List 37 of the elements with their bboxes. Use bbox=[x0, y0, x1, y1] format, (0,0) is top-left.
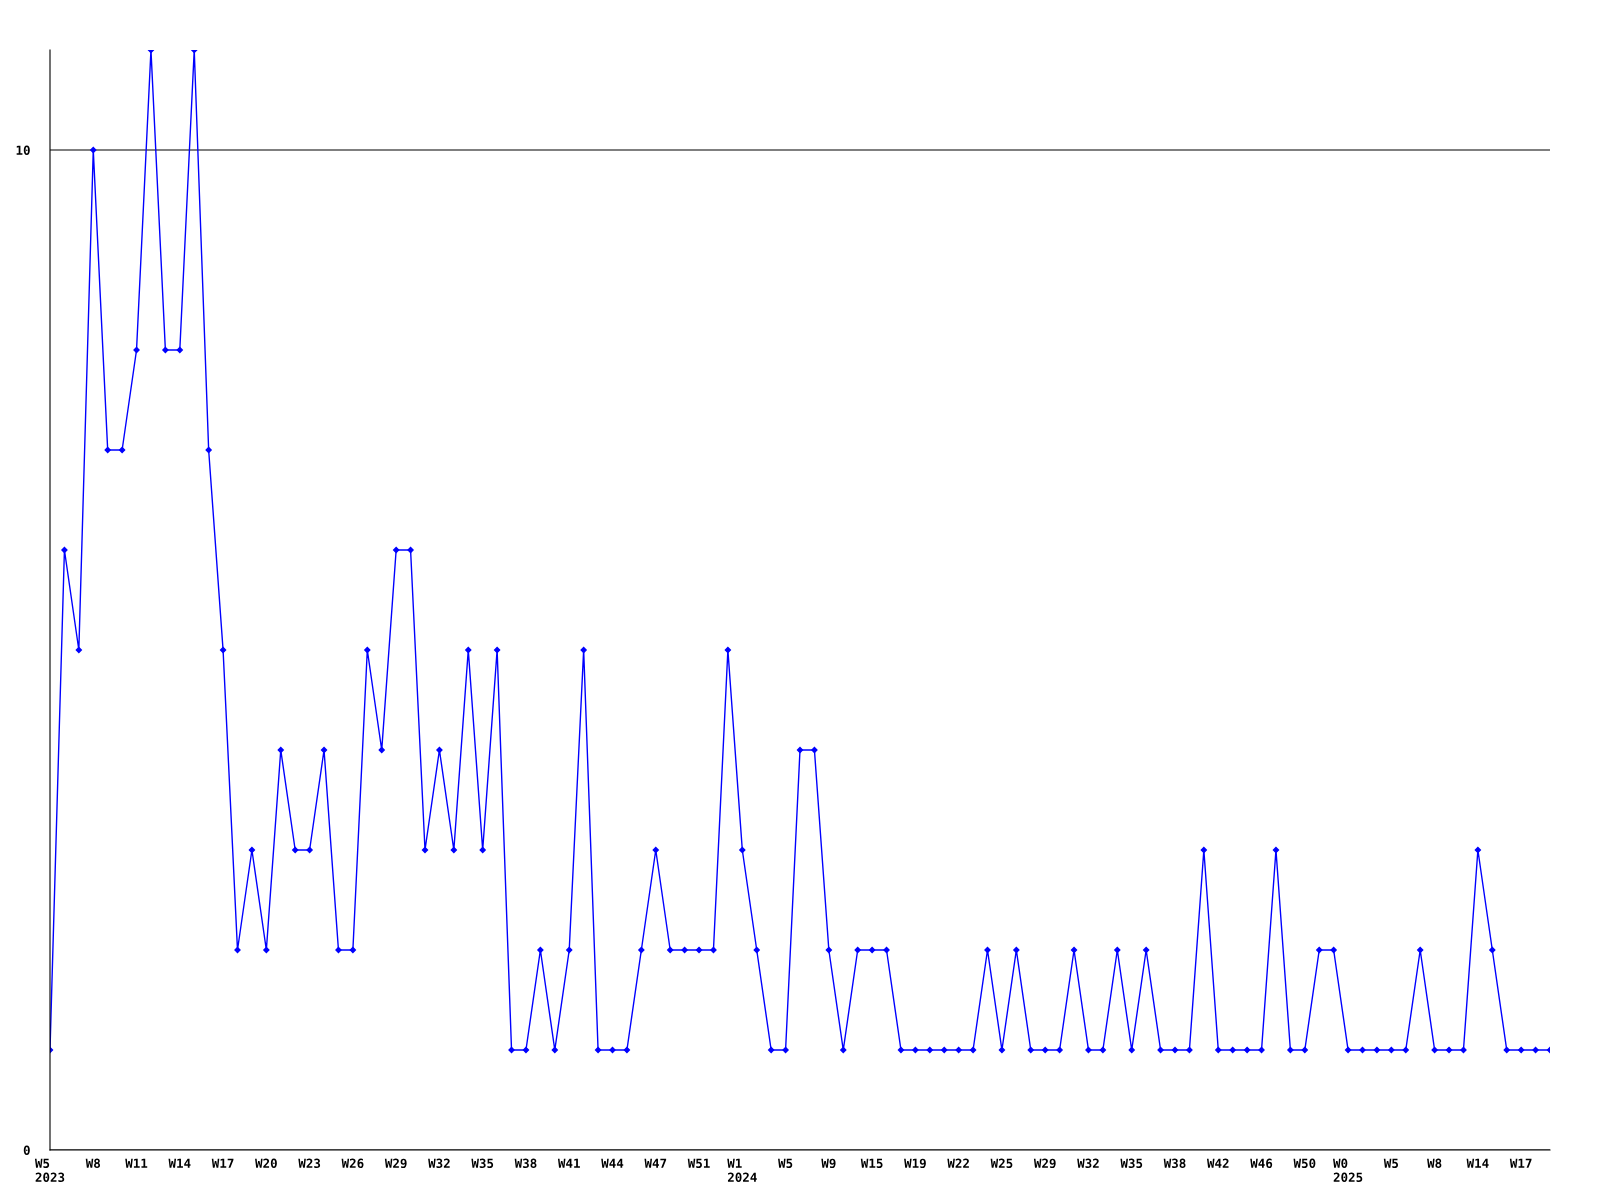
x-tick-label: W32 bbox=[428, 1158, 450, 1169]
x-tick-label: W50 bbox=[1293, 1158, 1316, 1169]
x-tick-label: W0 2025 bbox=[1333, 1158, 1363, 1183]
x-tick-label: W51 bbox=[687, 1158, 710, 1169]
x-tick-label: W17 bbox=[1509, 1158, 1532, 1168]
x-tick-label: W44 bbox=[601, 1158, 624, 1168]
x-tick-label: W9 bbox=[821, 1158, 836, 1169]
x-tick-label: W19 bbox=[904, 1158, 926, 1169]
x-tick-label: W23 bbox=[298, 1158, 321, 1169]
x-tick-label: W5 bbox=[778, 1158, 793, 1169]
x-tick-label: W38 bbox=[514, 1158, 537, 1169]
x-tick-label: W8 bbox=[85, 1158, 101, 1169]
x-tick-label: W25 bbox=[990, 1158, 1013, 1169]
x-tick-label: W38 bbox=[1163, 1158, 1186, 1169]
x-tick-label: W5 2023 bbox=[34, 1158, 65, 1183]
y-tick-label: 10 bbox=[16, 145, 30, 155]
x-tick-label: W47 bbox=[644, 1158, 667, 1168]
y-tick-label: 0 bbox=[23, 1145, 30, 1155]
x-tick-label: W1 2024 bbox=[727, 1158, 757, 1183]
x-tick-label: W15 bbox=[860, 1158, 883, 1169]
x-tick-label: W46 bbox=[1250, 1158, 1273, 1169]
x-tick-label: W41 bbox=[557, 1158, 580, 1168]
x-tick-label: W42 bbox=[1206, 1158, 1229, 1168]
x-tick-label: W29 bbox=[384, 1158, 407, 1169]
x-tick-label: W35 bbox=[1120, 1158, 1143, 1169]
x-tick-label: W26 bbox=[341, 1158, 364, 1169]
x-tick-label: W5 bbox=[1383, 1158, 1399, 1169]
x-tick-label: W29 bbox=[1033, 1158, 1056, 1169]
x-tick-label: W8 bbox=[1427, 1158, 1442, 1169]
x-tick-label: W20 bbox=[255, 1158, 277, 1169]
x-tick-label: W35 bbox=[471, 1158, 494, 1169]
x-tick-label: W11 bbox=[125, 1158, 148, 1168]
x-tick-label: W14 bbox=[168, 1158, 191, 1168]
x-tick-label: W17 bbox=[211, 1158, 234, 1168]
x-tick-label: W14 bbox=[1466, 1158, 1489, 1168]
x-tick-label: W32 bbox=[1077, 1158, 1099, 1169]
x-tick-label: W22 bbox=[947, 1158, 969, 1168]
